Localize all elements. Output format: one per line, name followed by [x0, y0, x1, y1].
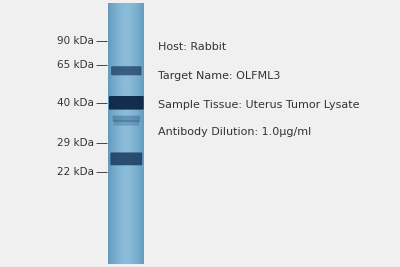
Text: Host: Rabbit: Host: Rabbit — [158, 42, 226, 52]
Text: 29 kDa: 29 kDa — [57, 138, 94, 148]
FancyBboxPatch shape — [110, 152, 142, 165]
FancyBboxPatch shape — [112, 116, 140, 122]
Text: 90 kDa: 90 kDa — [57, 36, 94, 46]
Text: Target Name: OLFML3: Target Name: OLFML3 — [158, 71, 280, 81]
Text: 22 kDa: 22 kDa — [57, 167, 94, 177]
FancyBboxPatch shape — [114, 120, 139, 126]
Text: Sample Tissue: Uterus Tumor Lysate: Sample Tissue: Uterus Tumor Lysate — [158, 100, 359, 111]
Text: Antibody Dilution: 1.0μg/ml: Antibody Dilution: 1.0μg/ml — [158, 127, 311, 137]
FancyBboxPatch shape — [111, 66, 142, 75]
Text: 65 kDa: 65 kDa — [57, 60, 94, 70]
Text: 40 kDa: 40 kDa — [57, 98, 94, 108]
FancyBboxPatch shape — [109, 96, 144, 109]
